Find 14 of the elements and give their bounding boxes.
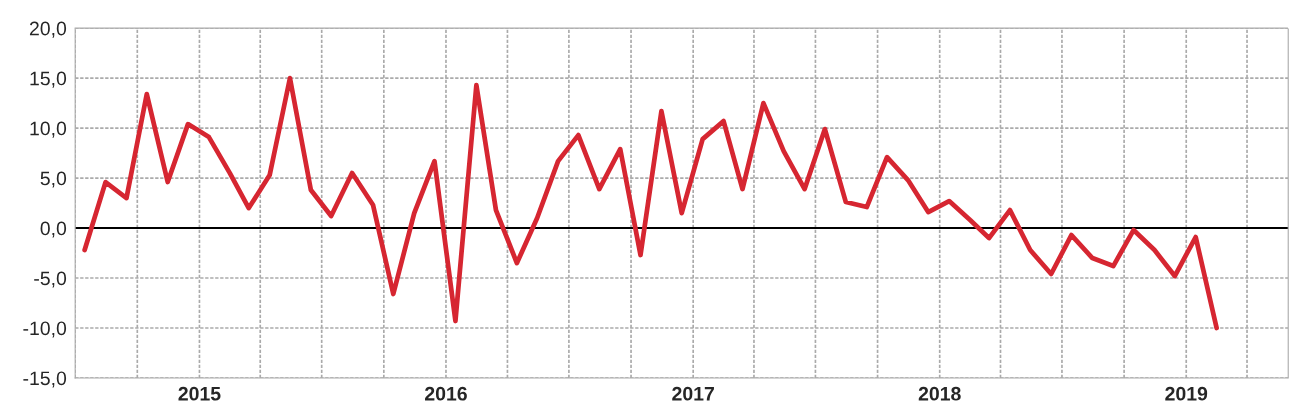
y-tick-label: 0,0 bbox=[40, 221, 67, 238]
line-series bbox=[82, 75, 1219, 331]
y-tick-label: -5,0 bbox=[34, 271, 67, 288]
y-tick-label: 15,0 bbox=[30, 71, 67, 88]
x-tick-label: 2017 bbox=[672, 386, 714, 401]
y-tick-label: -10,0 bbox=[23, 321, 67, 338]
x-tick-label: 2015 bbox=[178, 386, 221, 401]
y-tick-label: 5,0 bbox=[40, 171, 67, 188]
y-tick-label: 20,0 bbox=[29, 21, 67, 38]
x-tick-label: 2016 bbox=[425, 386, 467, 401]
y-tick-label: -15,0 bbox=[23, 371, 67, 388]
x-tick-label: 2018 bbox=[918, 386, 961, 401]
x-tick-label: 2019 bbox=[1165, 386, 1208, 401]
y-tick-label: 10,0 bbox=[30, 121, 67, 138]
